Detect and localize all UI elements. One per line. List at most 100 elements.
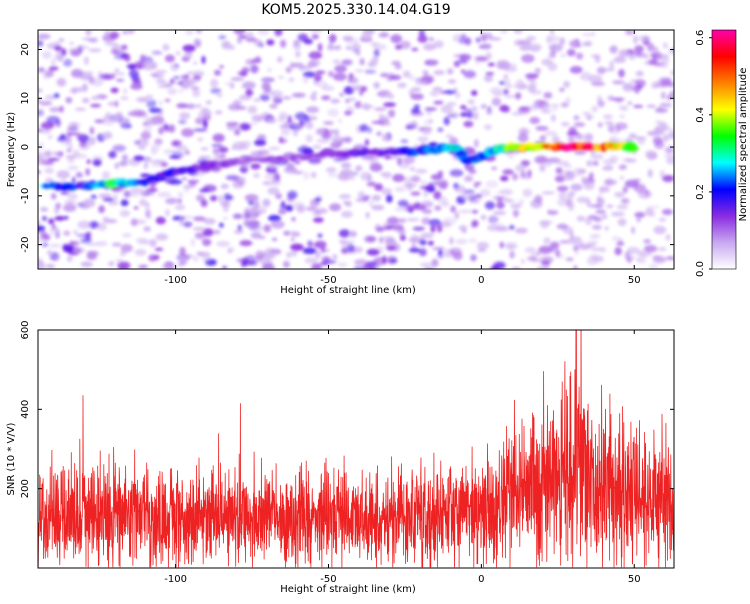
spectrogram-cell [118, 160, 128, 167]
spectrogram-cell [242, 81, 256, 90]
spectrogram-cell [496, 196, 503, 203]
spectrogram-cell [419, 262, 433, 267]
spectrogram-cell [245, 37, 258, 42]
spectrogram-cell [328, 33, 337, 43]
spectrogram-cell [42, 71, 51, 80]
snr-y-label: SNR (10 * V/V) [6, 422, 17, 495]
spectrogram-cell [388, 258, 398, 264]
spectrogram-cell [592, 160, 599, 166]
spectrogram-cell [86, 159, 91, 165]
spectrogram-cell [210, 87, 222, 94]
spectrogram-cell [646, 205, 660, 209]
spectrogram-cell [647, 169, 653, 178]
spectrogram-cell [597, 100, 605, 108]
spectrogram-cell [50, 193, 57, 200]
spectrogram-cell [197, 112, 203, 119]
spectrogram-cell [269, 103, 278, 109]
spectrogram-cell [47, 135, 53, 139]
spectrogram-cell [646, 42, 655, 52]
spectrogram-cell [119, 209, 131, 217]
spectrogram-cell [391, 60, 401, 66]
spectrogram-cell [81, 37, 92, 41]
spectrogram-cell [164, 175, 178, 185]
spectrogram-cell [323, 121, 334, 125]
spectrogram-cell [535, 251, 541, 256]
spectrogram-cell [559, 240, 569, 244]
spectrogram-cell [437, 196, 448, 205]
spectrogram-cell [565, 97, 571, 104]
spectrogram-cell [212, 229, 221, 235]
spectrogram-cell [540, 260, 551, 266]
spectrogram-cell [45, 94, 57, 101]
spectrogram-cell [366, 181, 376, 187]
spectrogram-cell [267, 187, 280, 195]
spectrogram-cell [48, 243, 62, 248]
spectrogram-cell [274, 30, 283, 37]
spectrogram-cell [631, 226, 636, 234]
spectrogram-cell [361, 32, 372, 39]
spectrogram-cell [184, 51, 194, 56]
spectrogram-cell [158, 100, 163, 105]
spectrogram-cell [263, 224, 272, 233]
colorbar-tick-label: 0.4 [695, 107, 706, 123]
spectrogram-cell [143, 161, 148, 170]
spectrogram-cell [468, 168, 477, 175]
spectrogram-cell [403, 176, 413, 185]
spectrogram-cell [410, 175, 421, 183]
spectrogram-cell [468, 238, 478, 243]
spectrogram-cell [511, 173, 519, 181]
spectrogram-cell [364, 139, 370, 146]
spectrogram-cell [565, 257, 574, 262]
spectrogram-cell [340, 169, 354, 176]
spectrogram-cell [521, 54, 535, 63]
spectrogram-cell [509, 250, 515, 259]
y-tick-label: 600 [20, 320, 31, 339]
spectrogram-cell [177, 192, 184, 198]
spectrogram-cell [120, 199, 129, 207]
spectrogram-cell [108, 261, 115, 267]
spectrogram-cell [178, 89, 183, 93]
spectrogram-cell [53, 93, 60, 99]
spectrogram-cell [74, 153, 88, 159]
spectrogram-cell [122, 30, 129, 35]
colorbar-ticks: 0.0 0.2 0.4 0.6 [695, 30, 712, 277]
spectrogram-cell [648, 263, 659, 269]
spectrogram-cell [499, 104, 509, 113]
spectrogram-cell [345, 201, 353, 207]
spectrogram-cell [142, 61, 157, 71]
spectrogram-cell [558, 191, 567, 201]
spectrogram-cell [637, 136, 646, 145]
spectrogram-cell [413, 104, 420, 109]
spectrogram-cell [198, 155, 212, 160]
spectrogram-cell [229, 246, 235, 252]
spectrogram-cell [491, 166, 497, 170]
spectrogram-cell [664, 154, 674, 158]
spectrogram-cell [464, 37, 472, 46]
spectrogram-cell [410, 93, 424, 100]
spectrogram-cell [614, 191, 625, 198]
spectrogram-cell [369, 163, 383, 172]
spectrogram-cell [373, 107, 387, 112]
spectrogram-cell [122, 88, 128, 95]
spectrogram-cell [660, 91, 666, 100]
spectrogram-cell [192, 227, 206, 231]
spectrogram-cell [98, 193, 112, 199]
spectrogram-cell [317, 53, 323, 59]
spectrogram-cell [250, 206, 258, 216]
spectrogram-cell [471, 106, 478, 112]
spectrogram-cell [340, 137, 353, 143]
spectrogram-cell [458, 37, 466, 44]
spectrogram-cell [513, 30, 523, 34]
spectrogram-cell [398, 218, 407, 224]
spectrogram-cell [193, 75, 202, 80]
spectrogram-cell [469, 98, 474, 106]
y-tick-label: 10 [20, 92, 31, 105]
spectrogram-cell [330, 98, 341, 104]
spectrogram-cell [69, 241, 80, 246]
spectrogram-cell [543, 92, 553, 99]
spectrogram-cell [157, 191, 172, 198]
spectrogram-cell [418, 30, 426, 37]
spectrogram-cell [295, 50, 301, 58]
spectrogram-cell [63, 216, 69, 220]
